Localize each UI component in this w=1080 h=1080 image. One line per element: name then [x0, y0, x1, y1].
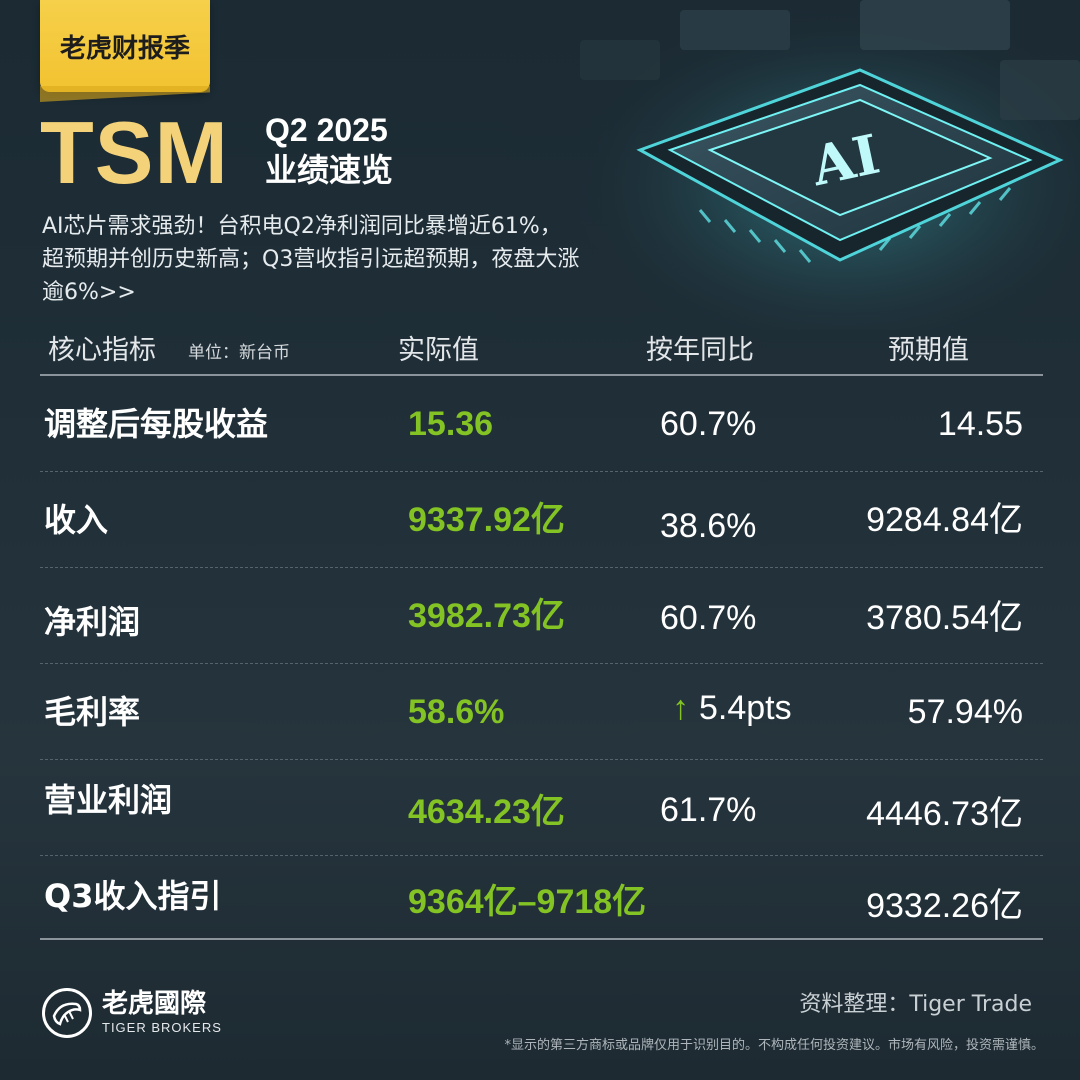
- table-row: 调整后每股收益 15.36 60.7% 14.55: [40, 376, 1043, 472]
- row-metric: 调整后每股收益: [44, 405, 269, 443]
- row-expected: 3780.54亿: [866, 599, 1023, 637]
- ai-chip-illustration: AI: [560, 0, 1080, 330]
- header-expected: 预期值: [888, 335, 969, 366]
- row-metric: 净利润: [44, 603, 141, 641]
- table-header: 核心指标 单位：新台币 实际值 按年同比 预期值: [40, 318, 1043, 376]
- row-actual: 9364亿–9718亿: [408, 883, 647, 921]
- row-expected: 9284.84亿: [866, 501, 1023, 539]
- row-actual: 58.6%: [408, 693, 505, 731]
- report-subtitle: 业绩速览: [265, 151, 394, 189]
- row-expected: 57.94%: [907, 693, 1023, 731]
- row-metric: 毛利率: [44, 693, 141, 731]
- row-actual: 4634.23亿: [408, 793, 565, 831]
- tiger-logo-icon: [42, 988, 92, 1038]
- row-yoy-cell: ↑ 5.4pts: [672, 688, 792, 728]
- row-metric: 营业利润: [44, 781, 173, 819]
- row-actual: 15.36: [408, 405, 494, 443]
- header-unit: 单位：新台币: [188, 343, 290, 363]
- chip-label: AI: [805, 122, 885, 199]
- row-metric: Q3收入指引: [44, 877, 222, 915]
- disclaimer: *显示的第三方商标或品牌仅用于识别目的。不构成任何投资建议。市场有风险，投资需谨…: [504, 1038, 1044, 1053]
- row-yoy: 60.7%: [660, 405, 757, 443]
- row-yoy: 60.7%: [660, 599, 757, 637]
- earnings-season-badge: 老虎财报季: [40, 0, 210, 92]
- row-expected: 14.55: [937, 405, 1023, 443]
- row-actual: 3982.73亿: [408, 597, 565, 635]
- ticker-symbol: TSM: [40, 103, 229, 202]
- header-metric: 核心指标: [48, 335, 156, 366]
- row-yoy: 38.6%: [660, 507, 757, 545]
- row-expected: 4446.73亿: [866, 795, 1023, 833]
- table-row: 收入 9337.92亿 38.6% 9284.84亿: [40, 472, 1043, 568]
- table-row: 净利润 3982.73亿 60.7% 3780.54亿: [40, 568, 1043, 664]
- logo-text-en: TIGER BROKERS: [102, 1020, 222, 1035]
- header-yoy: 按年同比: [646, 335, 754, 366]
- table-row: Q3收入指引 9364亿–9718亿 9332.26亿: [40, 856, 1043, 940]
- table-row: 营业利润 4634.23亿 61.7% 4446.73亿: [40, 760, 1043, 856]
- up-arrow-icon: ↑: [672, 689, 689, 727]
- row-metric: 收入: [44, 501, 109, 539]
- row-expected: 9332.26亿: [866, 887, 1023, 925]
- data-source: 资料整理：Tiger Trade: [799, 992, 1032, 1017]
- metrics-table: 核心指标 单位：新台币 实际值 按年同比 预期值 调整后每股收益 15.36 6…: [40, 318, 1043, 940]
- table-row: 毛利率 58.6% ↑ 5.4pts 57.94%: [40, 664, 1043, 760]
- row-actual: 9337.92亿: [408, 501, 565, 539]
- tiger-brokers-logo: 老虎國際 TIGER BROKERS: [42, 988, 222, 1038]
- report-quarter: Q2 2025: [265, 112, 388, 148]
- row-yoy: 5.4pts: [699, 689, 792, 727]
- logo-text-cn: 老虎國際: [102, 989, 207, 1019]
- header-actual: 实际值: [398, 335, 479, 366]
- headline-text: AI芯片需求强劲！台积电Q2净利润同比暴增近61%，超预期并创历史新高；Q3营收…: [42, 214, 580, 305]
- row-yoy: 61.7%: [660, 791, 757, 829]
